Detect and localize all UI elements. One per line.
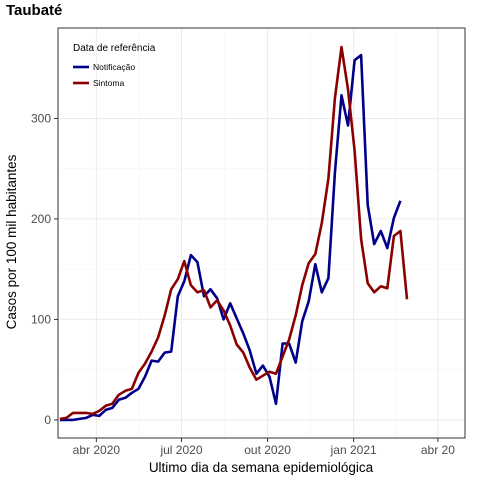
x-axis-ticks: abr 2020 jul 2020 out 2020 jan 2021 abr 20 (73, 438, 455, 457)
x-tick-label: abr 20 (421, 443, 455, 457)
x-tick-label: out 2020 (244, 443, 291, 457)
legend-label-notificacao: Notificação (93, 62, 135, 72)
series-line-notificacao (59, 53, 402, 422)
y-tick-label: 100 (31, 312, 51, 326)
chart-title: Taubaté (6, 2, 62, 19)
y-axis-ticks: 0 100 200 300 (31, 111, 58, 427)
y-tick-label: 200 (31, 212, 51, 226)
y-tick-label: 0 (44, 413, 51, 427)
legend-label-sintoma: Sintoma (93, 78, 124, 88)
y-tick-label: 300 (31, 111, 51, 125)
legend: Data de referência Notificação Sintoma (73, 43, 156, 88)
legend-title: Data de referência (73, 43, 156, 54)
y-axis-title: Casos por 100 mil habitantes (4, 154, 19, 329)
grid-lines (58, 28, 465, 438)
legend-items: Notificação Sintoma (73, 62, 135, 88)
series-lines (59, 45, 409, 422)
x-axis-title: Ultimo dia da semana epidemiológica (149, 460, 374, 475)
series-line-sintoma (59, 45, 409, 421)
x-tick-label: abr 2020 (73, 443, 121, 457)
panel-border (57, 27, 466, 439)
x-tick-label: jul 2020 (159, 443, 202, 457)
x-tick-label: jan 2021 (330, 443, 377, 457)
plot-panel (57, 27, 466, 439)
